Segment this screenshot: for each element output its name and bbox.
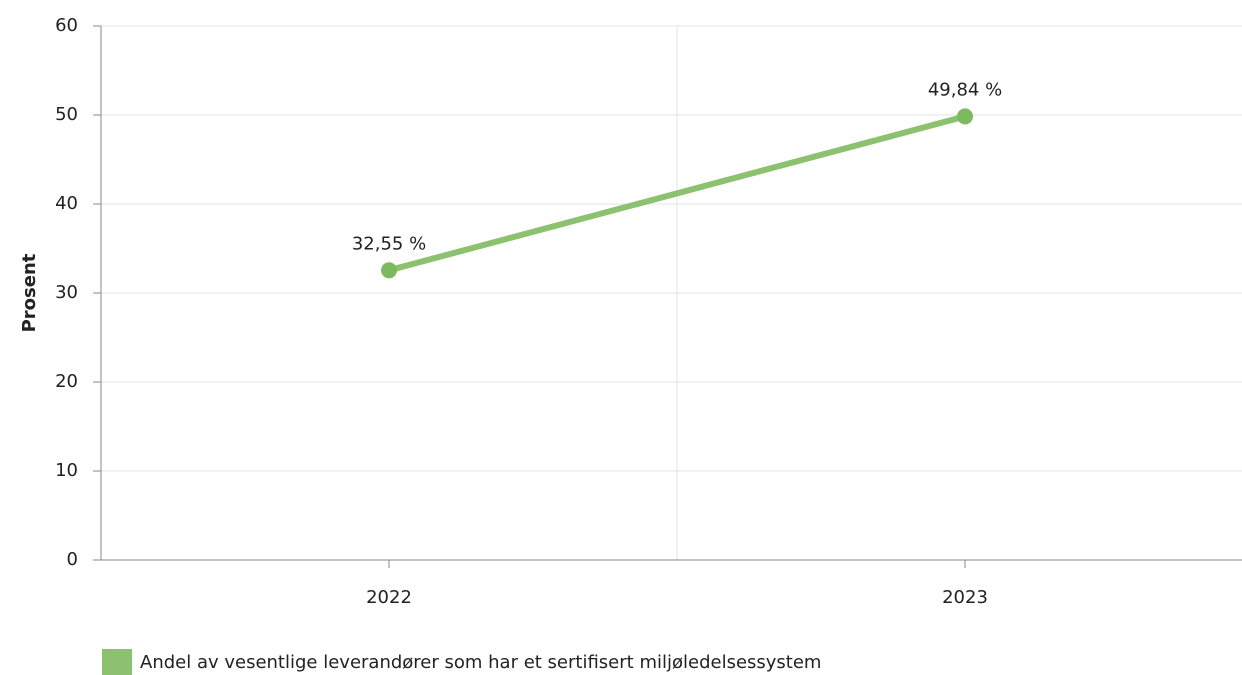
y-tick-label: 50 (55, 104, 78, 125)
data-label: 49,84 % (928, 79, 1002, 100)
x-tick-label: 2023 (942, 587, 988, 608)
y-axis-label: Prosent (19, 253, 40, 332)
series-line (388, 113, 966, 274)
point (381, 262, 397, 279)
point (957, 108, 973, 125)
y-tick-label: 20 (55, 371, 78, 392)
y-tick-label: 40 (55, 193, 78, 214)
legend-swatch (102, 649, 132, 675)
y-tick-label: 0 (67, 549, 78, 570)
y-tick-label: 30 (55, 282, 78, 303)
legend-label: Andel av vesentlige leverandører som har… (140, 652, 821, 673)
y-tick-label: 10 (55, 460, 78, 481)
y-tick-label: 60 (55, 15, 78, 36)
x-tick-label: 2022 (366, 587, 412, 608)
data-label: 32,55 % (352, 233, 426, 254)
